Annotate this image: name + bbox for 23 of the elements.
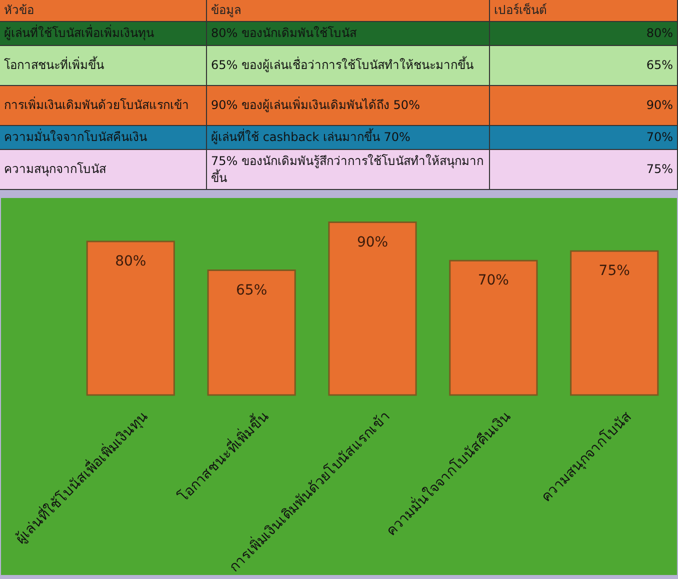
category-label: ความสนุกจากโบนัส	[4, 162, 106, 176]
text: เปอร์เซ็นต์	[494, 2, 547, 19]
text: 90% ของผู้เล่นเพิ่มเงินเดิมพันได้ถึง 50%	[211, 97, 420, 114]
category-label: โอกาสชนะที่เพิ่มขึ้น	[4, 58, 104, 72]
text: 80% ของนักเดิมพันใช้โบนัส	[211, 25, 356, 42]
text: 70%	[646, 130, 673, 144]
text: 80%	[646, 26, 673, 40]
category-label: ผู้เล่นที่ใช้โบนัสเพื่อเพิ่มเงินทุน	[4, 26, 154, 40]
text: 75%	[646, 162, 673, 176]
text: ข้อมูล	[211, 2, 241, 19]
text: 65% ของผู้เล่นเชื่อว่าการใช้โบนัสทำให้ชนะมากขึ้น	[211, 57, 474, 74]
data-label: 75%	[598, 263, 630, 280]
text: 75% ของนักเดิมพันรู้สึกว่าการใช้โบนัสทำให้สนุกมากขึ้น	[211, 152, 484, 186]
data-label: 80%	[115, 253, 146, 270]
text: 90%	[646, 98, 673, 112]
data-label: 90%	[356, 234, 388, 250]
text: 65%	[646, 58, 673, 72]
text: หัวข้อ	[4, 2, 34, 19]
category-label: การเพิ่มเงินเดิมพันด้วยโบนัสแรกเข้า	[4, 98, 189, 112]
data-label: 65%	[236, 282, 268, 298]
category-label: ความมั่นใจจากโบนัสคืนเงิน	[4, 130, 147, 144]
text: ผู้เล่นที่ใช้ cashback เล่นมากขึ้น 70%	[211, 129, 410, 146]
data-label: 70%	[478, 272, 509, 289]
